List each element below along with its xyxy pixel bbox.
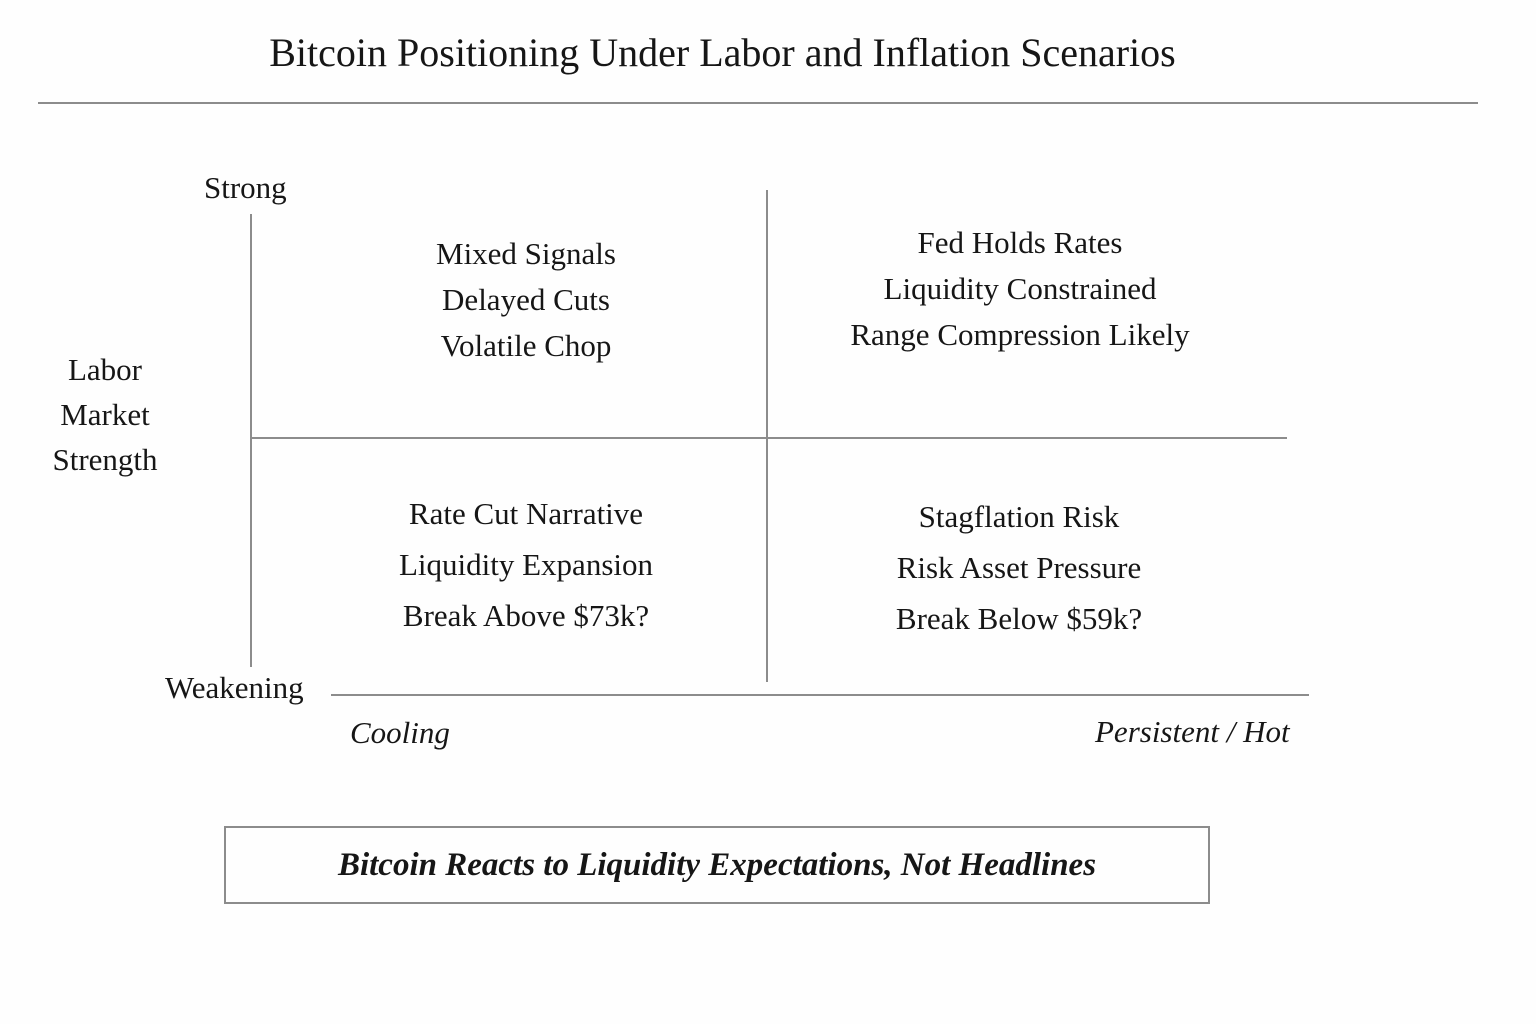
quadrant-line: Break Above $73k? bbox=[402, 598, 650, 633]
y-axis-title-line: Strength bbox=[52, 442, 158, 477]
quadrant-line: Stagflation Risk bbox=[918, 499, 1120, 534]
quadrant-bottom-left: Rate Cut Narrative Liquidity Expansion B… bbox=[276, 488, 776, 641]
quadrant-top-left: Mixed Signals Delayed Cuts Volatile Chop bbox=[276, 231, 776, 369]
y-axis-title: Labor Market Strength bbox=[25, 347, 185, 482]
title-divider bbox=[38, 102, 1478, 104]
quadrant-top-right: Fed Holds Rates Liquidity Constrained Ra… bbox=[770, 220, 1270, 358]
quadrant-bottom-right: Stagflation Risk Risk Asset Pressure Bre… bbox=[769, 491, 1269, 644]
quadrant-horizontal-divider bbox=[251, 437, 1287, 439]
quadrant-line: Range Compression Likely bbox=[850, 317, 1190, 352]
x-axis-left-label: Cooling bbox=[350, 715, 450, 750]
quadrant-line: Mixed Signals bbox=[436, 236, 616, 271]
y-axis-bottom-label: Weakening bbox=[165, 670, 304, 705]
quadrant-line: Delayed Cuts bbox=[442, 282, 610, 317]
quadrant-vertical-divider bbox=[766, 190, 768, 682]
quadrant-line: Break Below $59k? bbox=[895, 601, 1143, 636]
x-axis-line bbox=[331, 694, 1309, 696]
quadrant-line: Fed Holds Rates bbox=[917, 225, 1123, 260]
page-title: Bitcoin Positioning Under Labor and Infl… bbox=[269, 30, 1176, 75]
y-axis-line bbox=[250, 214, 252, 667]
callout-text: Bitcoin Reacts to Liquidity Expectations… bbox=[337, 846, 1097, 883]
quadrant-line: Rate Cut Narrative bbox=[408, 496, 644, 531]
quadrant-line: Volatile Chop bbox=[440, 328, 612, 363]
callout-box: Bitcoin Reacts to Liquidity Expectations… bbox=[224, 826, 1210, 904]
y-axis-title-line: Market bbox=[60, 397, 150, 432]
y-axis-title-line: Labor bbox=[67, 352, 143, 387]
x-axis-right-label: Persistent / Hot bbox=[1095, 714, 1290, 749]
quadrant-line: Liquidity Expansion bbox=[398, 547, 653, 582]
quadrant-line: Risk Asset Pressure bbox=[896, 550, 1142, 585]
y-axis-top-label: Strong bbox=[204, 170, 287, 205]
quadrant-line: Liquidity Constrained bbox=[883, 271, 1157, 306]
